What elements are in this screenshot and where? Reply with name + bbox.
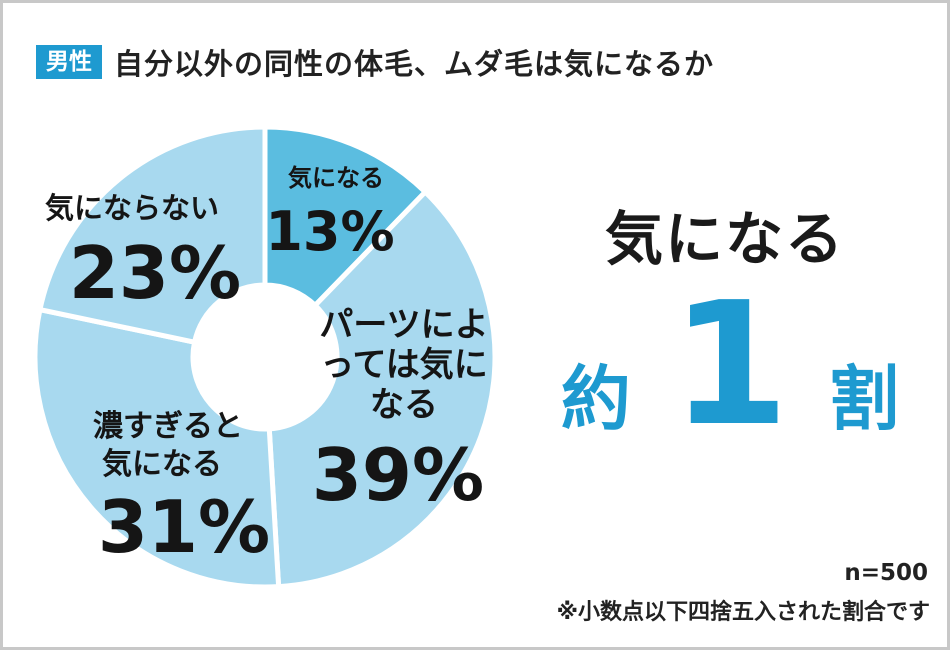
slice-label: 気にならない (45, 191, 219, 225)
summary-line1: 気になる (604, 205, 845, 273)
slice-value-label: 23% (69, 231, 241, 315)
summary-suffix: 割 (829, 358, 900, 440)
slice-label: 濃すぎると (93, 409, 243, 444)
slice-label: なる (370, 385, 438, 425)
chart-title: 自分以外の同性の体毛、ムダ毛は気になるか (114, 47, 715, 81)
slice-label: 気になる (288, 164, 384, 192)
rounding-note: ※小数点以下四捨五入された割合です (556, 600, 930, 625)
slice-value-label: 13% (265, 200, 394, 263)
slice-label: 気になる (102, 447, 222, 482)
pie-slice (36, 124, 268, 346)
slice-label: っては気に (320, 345, 488, 385)
slice-value-label: 31% (98, 485, 270, 569)
summary-highlight: 約 1 割 (540, 280, 920, 450)
slice-value-label: 39% (312, 433, 484, 517)
pie-slice (266, 188, 498, 590)
chart-header: 男性 自分以外の同性の体毛、ムダ毛は気になるか (36, 38, 714, 86)
summary-number: 1 (670, 266, 790, 464)
sample-size: n=500 (844, 560, 928, 586)
slice-label: パーツによ (319, 305, 488, 345)
pie-slice (32, 306, 282, 590)
gender-badge: 男性 (36, 45, 102, 79)
pie-slice (262, 124, 429, 309)
summary-prefix: 約 (560, 358, 631, 440)
